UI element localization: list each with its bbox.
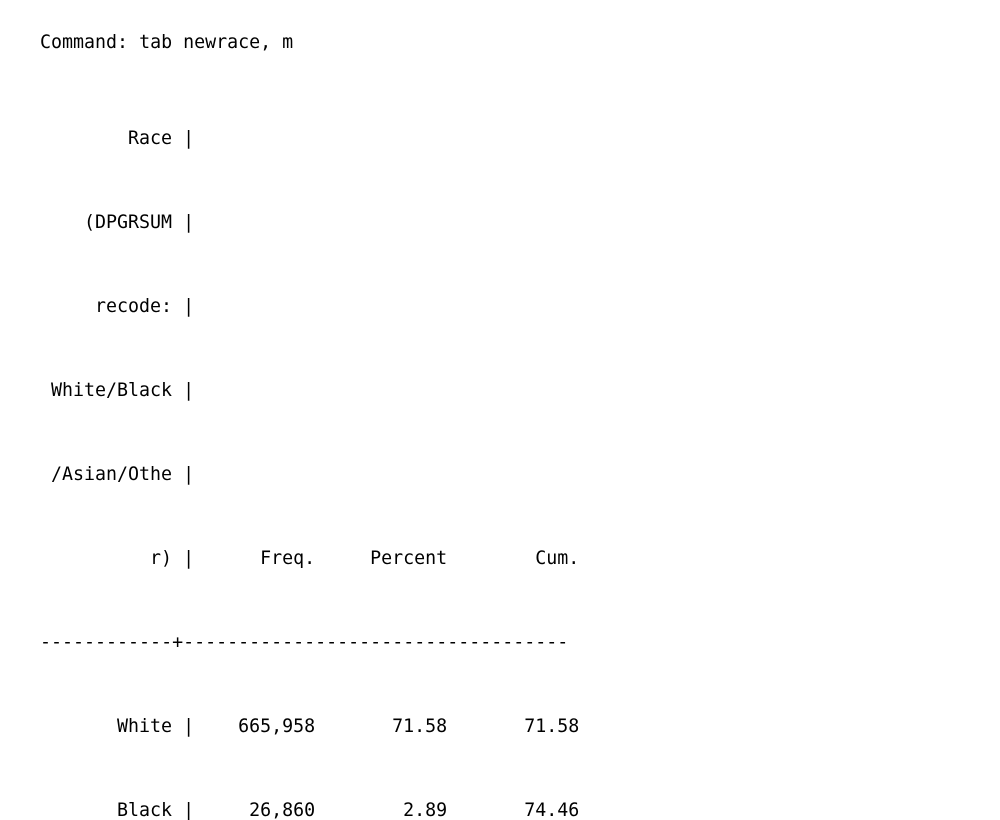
column-header-percent: Percent	[370, 548, 448, 569]
divider-line: ------------+---------------------------…	[40, 632, 569, 653]
table-row: White | 665,958 71.58 71.58	[40, 713, 579, 741]
column-header-freq: Freq.	[260, 548, 316, 569]
header-line: recode: |	[40, 293, 579, 321]
tabulation-output: Race | (DPGRSUM | recode: | White/Black …	[40, 69, 579, 820]
row-label: Black	[117, 800, 173, 820]
variable-label-line: /Asian/Othe	[50, 464, 173, 485]
command-text: tab newrace, m	[139, 32, 294, 53]
variable-label-line: (DPGRSUM	[84, 212, 173, 233]
header-line: Race |	[40, 125, 579, 153]
freq-cell: 26,860	[249, 800, 316, 820]
header-line: (DPGRSUM |	[40, 209, 579, 237]
variable-label-line: r)	[150, 548, 173, 569]
column-header-cum: Cum.	[535, 548, 580, 569]
variable-label-line: recode:	[95, 296, 173, 317]
command-line: Command: tab newrace, m	[40, 30, 293, 56]
cum-cell: 71.58	[524, 716, 580, 737]
variable-label-line: Race	[128, 128, 173, 149]
cum-cell: 74.46	[524, 800, 580, 820]
variable-label-line: White/Black	[50, 380, 173, 401]
row-label: White	[117, 716, 173, 737]
stata-results-window: Command: tab newrace, m Race | (DPGRSUM …	[40, 30, 579, 820]
command-prefix: Command:	[40, 32, 129, 53]
freq-cell: 665,958	[238, 716, 316, 737]
table-divider: ------------+---------------------------…	[40, 629, 579, 657]
percent-cell: 71.58	[392, 716, 448, 737]
table-row: Black | 26,860 2.89 74.46	[40, 797, 579, 820]
header-line: White/Black |	[40, 377, 579, 405]
header-line: /Asian/Othe |	[40, 461, 579, 489]
column-header-row: r) | Freq. Percent Cum.	[40, 545, 579, 573]
percent-cell: 2.89	[403, 800, 448, 820]
